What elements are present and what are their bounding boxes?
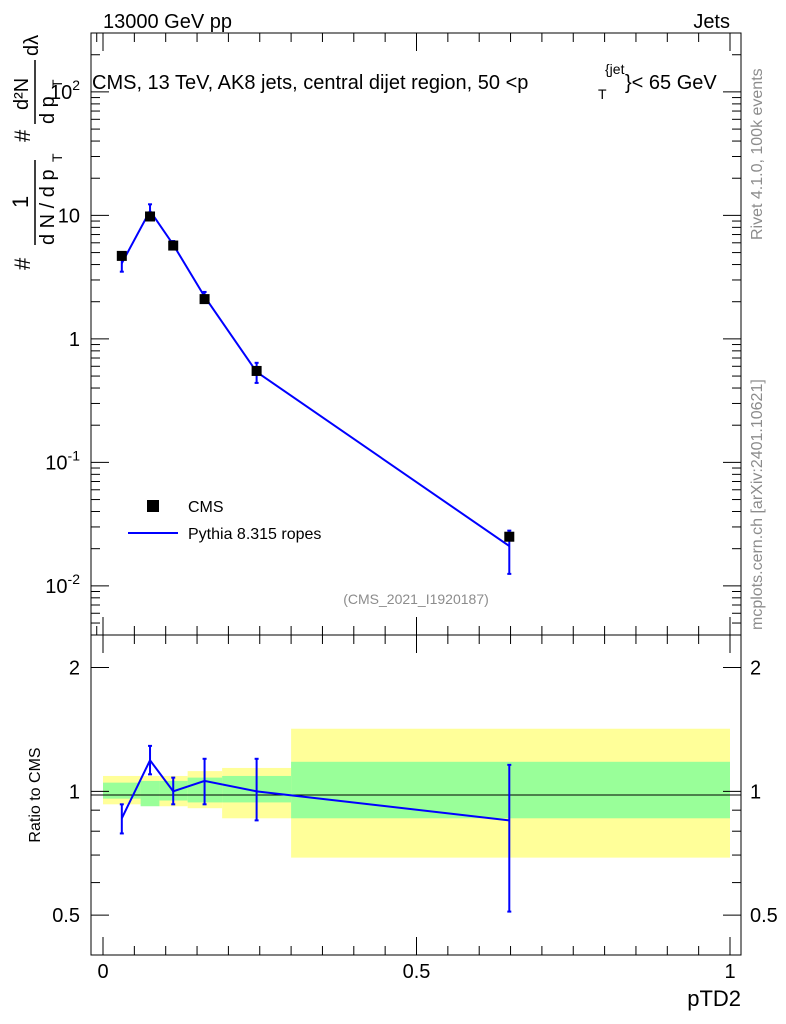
legend: CMS Pythia 8.315 ropes [128,499,321,543]
pythia-line [120,208,510,547]
x-tick-label: 0 [97,961,108,983]
main-y-tick-label: 10-1 [45,447,80,474]
ylabel-denom-sub: T [49,153,65,162]
main-y-tick-label: 10-2 [45,571,80,598]
title-sub: T [598,86,607,102]
ylabel-numer-sub: T [49,79,65,88]
title-tail: }< 65 GeV [625,72,717,94]
category-label: Jets [693,11,730,33]
cms-data-point [116,250,127,261]
ratio-y-tick-label: 2 [69,658,80,680]
ratio-y-tick-label: 0.5 [52,905,80,927]
mcplots-label: mcplots.cern.ch [arXiv:2401.10621] [749,379,766,630]
analysis-watermark: (CMS_2021_I1920187) [343,591,489,607]
x-tick-label: 0.5 [403,961,431,983]
title-main: CMS, 13 TeV, AK8 jets, central dijet reg… [92,72,528,94]
main-title: CMS, 13 TeV, AK8 jets, central dijet reg… [92,61,717,102]
ratio-y-tick-label-right: 2 [750,658,761,680]
ylabel-numer: d²N [11,78,33,110]
x-tick-labels: 0 0.5 1 [97,961,735,983]
cms-data-point [145,211,156,222]
ylabel-denom: d N / d p [37,169,59,245]
energy-label: 13000 GeV pp [103,11,232,33]
main-y-tick-label: 1 [69,329,80,351]
ratio-data-layer [119,744,512,913]
ratio-y-tick-label-right: 0.5 [750,905,778,927]
ratio-y-axis-label: Ratio to CMS [27,747,44,842]
ylabel-numer-lower: d p [37,96,59,124]
legend-cms-label: CMS [188,499,224,516]
main-plot-frame [90,32,742,636]
ylabel-hash1: # [10,257,35,270]
main-y-tick-label: 10 [58,205,80,227]
ratio-y-tick-label: 1 [69,781,80,803]
ratio-inner-band [140,780,160,807]
ratio-y-tick-labels: 0.5 0.5 1 1 2 2 [52,658,778,928]
cms-data-point [504,531,515,542]
x-tick-label: 1 [724,961,735,983]
main-data-layer [116,203,515,575]
cms-data-point [199,294,210,305]
main-y-axis-label: # 1 d N / d p T # d²N d p T dλ [8,35,65,270]
ylabel-one: 1 [8,196,33,208]
legend-pythia-label: Pythia 8.315 ropes [188,526,321,543]
legend-cms-marker [147,500,159,512]
cms-data-point [251,365,262,376]
x-axis-label: pTD2 [687,986,741,1011]
cms-data-point [168,240,179,251]
main-axis-ticks [91,32,741,636]
ylabel-numer-tail: dλ [21,35,43,56]
rivet-label: Rivet 4.1.0, 100k events [749,68,766,240]
ratio-y-tick-label-right: 1 [750,781,761,803]
title-sup: {jet [605,61,625,77]
ratio-axis-ticks [91,635,741,956]
ratio-line [120,758,510,822]
ratio-bands-layer [103,728,730,858]
ratio-inner-band [291,761,730,819]
ylabel-hash2: # [10,129,35,142]
